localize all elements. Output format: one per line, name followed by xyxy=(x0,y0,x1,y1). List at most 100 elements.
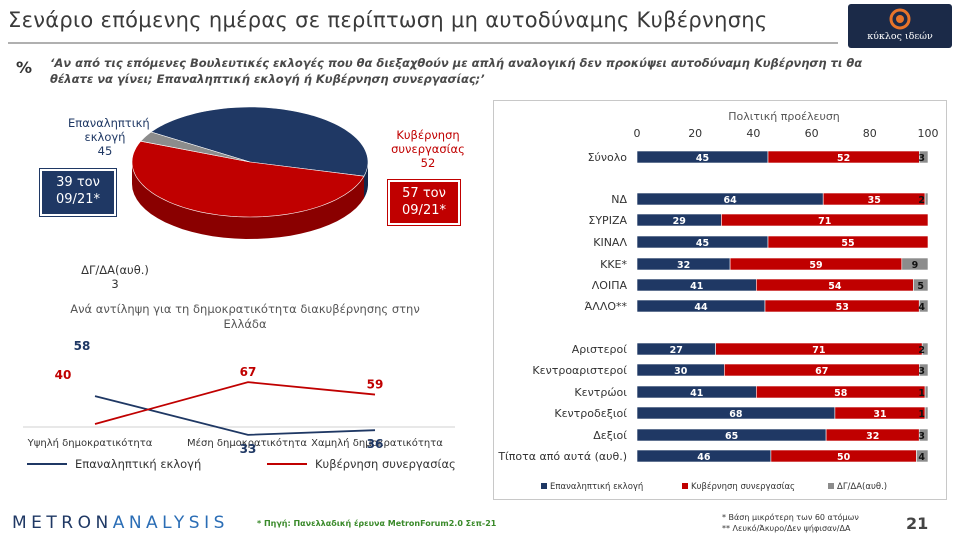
bar-value-10-1: 31 xyxy=(873,409,886,420)
pie-label-repeat-value: 45 xyxy=(97,144,113,158)
bar-xtick-5: 100 xyxy=(918,127,939,140)
previous-coalition-box: 57 τον 09/21* xyxy=(388,180,460,225)
bar-value-11-2: 3 xyxy=(918,431,925,442)
survey-question: ‘Αν από τις επόμενες Βουλευτικές εκλογές… xyxy=(50,56,863,86)
bar-category-5: ΛΟΙΠΑ xyxy=(592,279,628,292)
pie-slice-repeat xyxy=(150,106,369,177)
bar-legend-swatch-2 xyxy=(828,483,834,489)
bar-chart-panel: Πολιτική προέλευση 0 20 40 60 80 100 Σύνολο 45 52… xyxy=(493,100,947,500)
bar-value-3-1: 55 xyxy=(841,238,854,249)
bar-value-3-0: 45 xyxy=(696,238,709,249)
bar-seg-11-2 xyxy=(918,428,929,442)
bar-value-0-0: 45 xyxy=(696,153,709,164)
bar-seg-9-2 xyxy=(924,385,929,399)
bar-value-9-2: 1 xyxy=(918,388,925,399)
bar-seg-0-2 xyxy=(918,150,929,164)
pie-label-dk-name: ΔΓ/ΔΑ(αυθ.) xyxy=(81,263,149,277)
bar-value-9-1: 58 xyxy=(834,388,848,399)
bar-xtick-4: 80 xyxy=(863,127,877,140)
bar-value-4-0: 32 xyxy=(677,260,690,271)
bar-value-12-1: 50 xyxy=(837,452,851,463)
bar-value-2-1: 71 xyxy=(818,216,831,227)
bar-value-7-0: 27 xyxy=(670,345,683,356)
footer-brand-analysis: ANALYSIS xyxy=(112,513,229,533)
bar-seg-8-2 xyxy=(918,363,929,377)
bar-value-10-0: 68 xyxy=(729,409,743,420)
bar-category-9: Κεντρώοι xyxy=(574,386,627,399)
line-chart: Υψηλή δημοκρατικότητα Μέση δημοκρατικότητ… xyxy=(23,339,456,471)
line-chart-title: Ανά αντίληψη για τη δημοκρατικότητα διακ… xyxy=(70,302,420,331)
line-series-1 xyxy=(94,381,376,425)
bar-value-11-1: 32 xyxy=(866,431,879,442)
bar-value-2-0: 29 xyxy=(673,216,686,227)
bar-seg-1-2 xyxy=(924,192,929,206)
bar-value-12-2: 4 xyxy=(918,452,925,463)
footer-brand: METRONANALYSIS xyxy=(12,513,229,533)
bar-seg-2-1 xyxy=(721,213,929,227)
pie-label-coalition-value: 52 xyxy=(420,156,436,170)
page-title: Σενάριο επόμενης ημέρας σε περίπτωση μη … xyxy=(8,8,768,32)
brand-logo xyxy=(848,4,952,48)
title-divider xyxy=(8,42,838,44)
bar-category-11: Δεξιοί xyxy=(593,429,627,442)
bar-value-4-1: 59 xyxy=(809,260,822,271)
bar-value-8-2: 3 xyxy=(918,366,925,377)
pie-label-dk: ΔΓ/ΔΑ(αυθ.) 3 xyxy=(70,263,160,291)
line-label-1-1: 67 xyxy=(240,365,257,379)
bar-value-12-0: 46 xyxy=(697,452,711,463)
line-xtick-2: Χαμηλή δημοκρατικότητα xyxy=(311,437,443,449)
footer-brand-metron: METRON xyxy=(12,513,113,533)
bar-value-8-0: 30 xyxy=(674,366,688,377)
bar-value-9-0: 41 xyxy=(690,388,703,399)
bar-seg-10-2 xyxy=(924,406,929,420)
bar-category-0: Σύνολο xyxy=(588,151,628,164)
pie-label-coalition: Κυβέρνηση συνεργασίας 52 xyxy=(383,128,473,170)
footer-note-1: * Βάση μικρότερη των 60 ατόμων xyxy=(722,513,859,522)
bar-xtick-2: 40 xyxy=(746,127,760,140)
pie-label-repeat-name: Επαναληπτική εκλογή xyxy=(68,116,150,144)
pie-side-0-0 xyxy=(364,162,368,199)
line-xtick-1: Μέση δημοκρατικότητα xyxy=(187,437,307,449)
bar-category-12: Τίποτα από αυτά (αυθ.) xyxy=(497,450,627,463)
bar-seg-7-2 xyxy=(921,342,929,356)
bar-category-10: Κεντροδεξιοί xyxy=(554,407,627,420)
bar-legend-label-1: Κυβέρνηση συνεργασίας xyxy=(691,481,795,492)
bar-value-1-2: 2 xyxy=(918,195,925,206)
pie-label-dk-value: 3 xyxy=(111,277,119,291)
bar-value-10-2: 1 xyxy=(918,409,925,420)
bar-xtick-1: 20 xyxy=(688,127,702,140)
footer-source: * Πηγή: Πανελλαδική έρευνα MetronForum2.… xyxy=(257,519,497,528)
bar-legend-label-2: ΔΓ/ΔΑ(αυθ.) xyxy=(837,482,887,492)
bar-value-4-2: 9 xyxy=(912,260,919,271)
line-legend-label-1: Κυβέρνηση συνεργασίας xyxy=(315,457,456,471)
pie-side-1-0 xyxy=(132,162,364,239)
line-xtick-0: Υψηλή δημοκρατικότητα xyxy=(27,437,153,449)
bar-category-2: ΣΥΡΙΖΑ xyxy=(588,214,627,227)
line-label-1-2: 59 xyxy=(367,378,384,392)
bar-value-11-0: 65 xyxy=(725,431,738,442)
line-series-0 xyxy=(94,395,376,436)
line-label-0-0: 58 xyxy=(74,339,91,353)
bar-seg-5-2 xyxy=(913,278,929,292)
bar-seg-4-2 xyxy=(901,257,929,271)
bar-seg-12-2 xyxy=(916,449,929,463)
bar-category-1: ΝΔ xyxy=(611,193,627,206)
pie-chart xyxy=(131,106,369,239)
bar-value-1-1: 35 xyxy=(868,195,881,206)
pie-label-coalition-name: Κυβέρνηση συνεργασίας xyxy=(391,128,465,156)
logo-text: κύκλος ιδεών xyxy=(867,31,933,42)
bar-category-7: Αριστεροί xyxy=(572,343,627,356)
bar-value-0-2: 3 xyxy=(918,153,925,164)
pie-label-repeat: Επαναληπτική εκλογή 45 xyxy=(50,116,160,158)
line-label-0-1: 33 xyxy=(240,442,257,456)
percent-symbol: % xyxy=(16,58,33,77)
bar-value-5-1: 54 xyxy=(828,281,842,292)
pie-slice-dk xyxy=(139,131,251,163)
bar-category-6: ΆΛΛΟ** xyxy=(585,300,628,313)
pie-slice-coalition xyxy=(131,140,365,218)
bar-value-8-1: 67 xyxy=(815,366,828,377)
bar-xtick-0: 0 xyxy=(634,127,641,140)
footer-note-2: ** Λευκό/Άκυρο/Δεν ψήφισαν/ΔΑ xyxy=(722,524,851,533)
bar-value-5-0: 41 xyxy=(690,281,703,292)
